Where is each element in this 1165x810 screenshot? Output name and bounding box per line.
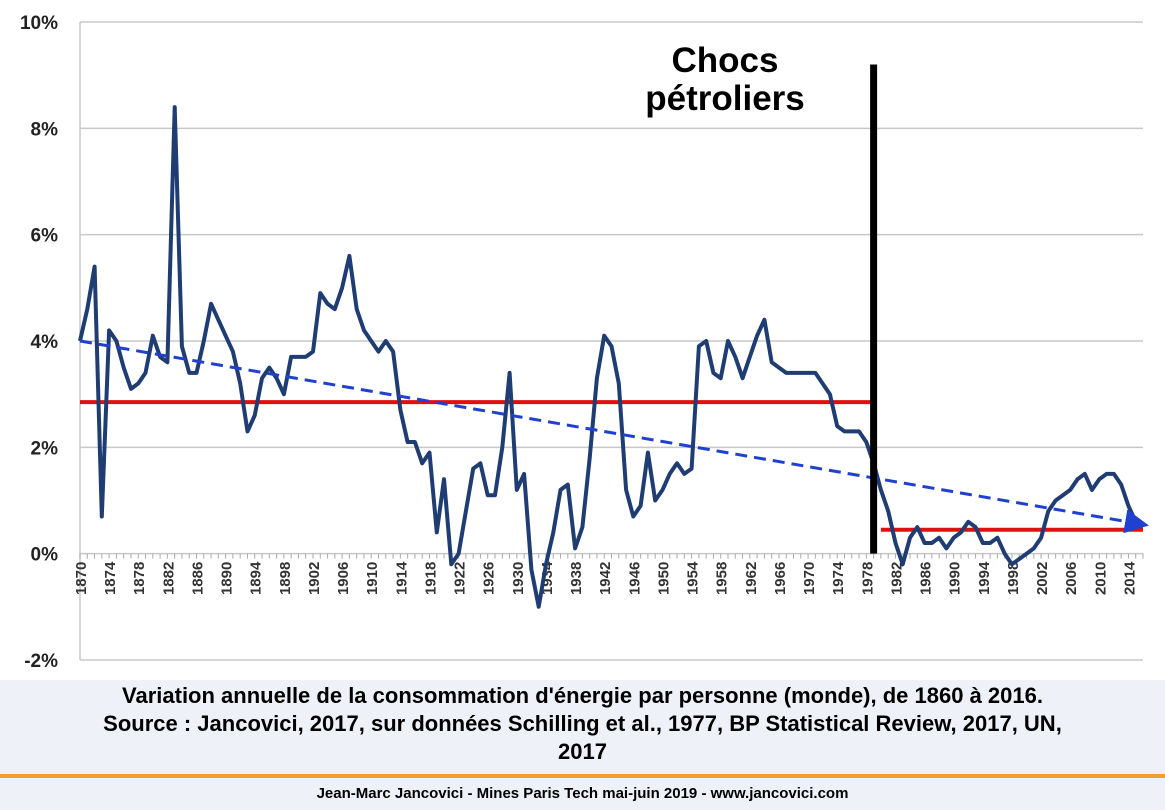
x-tick-label: 1894	[248, 561, 265, 595]
series-line	[78, 105, 1145, 609]
x-tick-label: 1982	[888, 562, 905, 595]
y-tick-label: 8%	[31, 119, 59, 140]
annotation-line-1: Chocs	[672, 41, 779, 80]
chart-area: -2% 0% 2% 4% 6% 8% 10% 1870 1874 1878 1882 1886 1890…	[19, 13, 1149, 672]
x-tick-label: 1882	[160, 562, 177, 595]
x-tick-label: 1878	[131, 562, 148, 595]
annotation-line-2: pétroliers	[645, 79, 805, 118]
chart-caption: Variation annuelle de la consommation d'…	[0, 680, 1165, 775]
y-tick-label: 10%	[20, 13, 58, 34]
x-tick-label: 1906	[335, 562, 352, 595]
x-tick-label: 2014	[1121, 561, 1138, 595]
caption-line-3: 2017	[558, 739, 607, 764]
x-tick-label: 1938	[568, 562, 585, 595]
x-tick-label: 1874	[102, 561, 119, 595]
x-tick-label: 2006	[1063, 562, 1080, 595]
x-tick-label: 1970	[801, 562, 818, 595]
x-tick-label: 1958	[714, 562, 731, 595]
y-tick-label: 4%	[31, 332, 59, 353]
footer: Jean-Marc Jancovici - Mines Paris Tech m…	[0, 778, 1165, 810]
series-layer	[78, 105, 1145, 609]
x-tick-label: 2010	[1092, 562, 1109, 595]
x-tick-label: 1978	[859, 562, 876, 595]
y-tick-label: 2%	[31, 438, 59, 459]
trend-line	[79, 339, 1149, 534]
chart-svg: -2% 0% 2% 4% 6% 8% 10% 1870 1874 1878 1882 1886 1890…	[20, 13, 1149, 672]
caption-line-1: Variation annuelle de la consommation d'…	[122, 683, 1043, 708]
x-tick-label: 1942	[597, 562, 614, 595]
x-tick-label: 1998	[1005, 562, 1022, 595]
x-tick-label: 1990	[947, 562, 964, 595]
x-tick-label: 1922	[452, 562, 469, 595]
x-tick-label: 1886	[189, 562, 206, 595]
x-tick-label: 1950	[655, 562, 672, 595]
x-tick-label: 1994	[976, 561, 993, 595]
x-tick-label: 1946	[626, 562, 643, 595]
y-tick-label: -2%	[24, 651, 58, 672]
x-tick-label: 1918	[422, 562, 439, 595]
x-tick-label: 1974	[830, 561, 847, 595]
footer-divider	[0, 774, 1165, 778]
trend-layer	[79, 339, 1149, 534]
mean-layer	[80, 400, 1143, 532]
x-tick-label: 1954	[685, 561, 702, 595]
y-tick-label: 6%	[31, 226, 59, 247]
x-tick-label: 1962	[743, 562, 760, 595]
x-tick-label: 1898	[277, 562, 294, 595]
y-tick-label: 0%	[31, 545, 59, 566]
x-tick-label: 1986	[918, 562, 935, 595]
axis-layer: -2% 0% 2% 4% 6% 8% 10% 1870 1874 1878 1882 1886 1890…	[20, 13, 1138, 672]
x-tick-label: 2002	[1034, 562, 1051, 595]
x-tick-label: 1914	[393, 561, 410, 595]
x-tick-label: 1930	[510, 562, 527, 595]
x-tick-label: 1910	[364, 562, 381, 595]
x-tick-label: 1926	[481, 562, 498, 595]
caption-line-2: Source : Jancovici, 2017, sur données Sc…	[103, 711, 1062, 736]
x-tick-label: 1890	[219, 562, 236, 595]
x-tick-label: 1870	[73, 562, 90, 595]
x-tick-label: 1902	[306, 562, 323, 595]
x-tick-label: 1966	[772, 562, 789, 595]
